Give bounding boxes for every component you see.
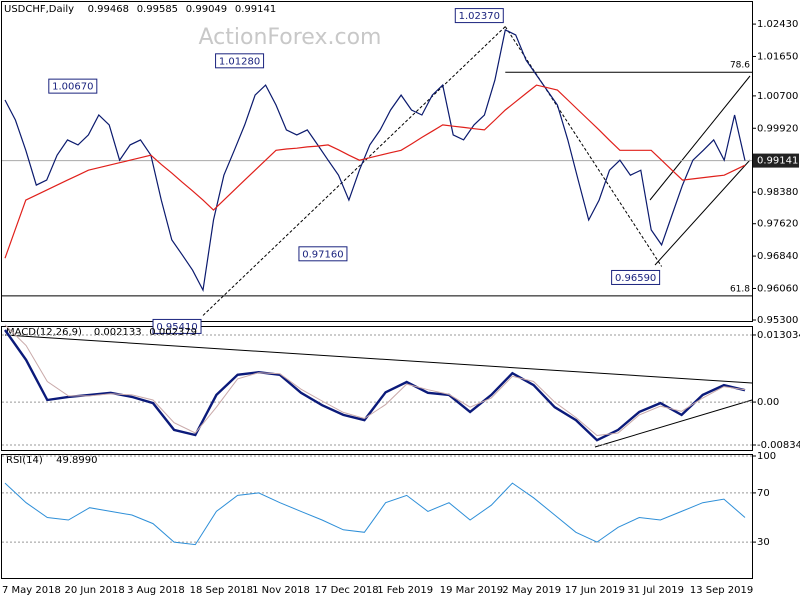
header-value: 0.99141	[235, 4, 276, 15]
x-tick-label: 3 Aug 2018	[127, 585, 185, 596]
annotation-label: 0.95410	[156, 322, 197, 333]
x-tick-label: 19 Mar 2019	[440, 585, 503, 596]
y-tick-label: 0.97620	[757, 219, 798, 230]
x-tick-label: 20 Jun 2018	[65, 585, 125, 596]
y-tick-label: 0.00	[757, 397, 779, 408]
y-tick-label: 0.99920	[757, 123, 798, 134]
annotation-box	[611, 269, 661, 285]
y-tick-label: 0.013034	[757, 330, 800, 341]
x-tick-label: 7 May 2018	[2, 585, 61, 596]
last-price-box	[753, 153, 799, 168]
y-tick-label: 0.96840	[757, 251, 798, 262]
header-value: 0.99049	[186, 4, 227, 15]
panel-title: RSI(14)	[6, 455, 43, 466]
x-tick-label: 13 Sep 2019	[690, 585, 753, 596]
header-value: 0.002133	[94, 327, 142, 338]
rsi-panel	[1, 454, 753, 579]
macd-trendline	[4, 334, 753, 384]
x-tick-label: 18 Sep 2018	[190, 585, 253, 596]
x-tick-label: 17 Jun 2019	[565, 585, 625, 596]
y-tick-label: 0.99141	[757, 156, 798, 167]
y-tick-label: 70	[757, 488, 770, 499]
x-tick-label: 1 Feb 2019	[377, 585, 433, 596]
annotation-box	[298, 246, 348, 262]
annotation-box	[454, 8, 504, 24]
header-value: 0.99585	[137, 4, 178, 15]
annotation-label: 1.01280	[219, 56, 260, 67]
annotation-label: 1.02370	[459, 11, 500, 22]
channel-upper	[649, 75, 751, 201]
macd-panel	[1, 326, 753, 451]
panel-title: MACD(12,26,9)	[6, 327, 82, 338]
y-tick-label: 0.96060	[757, 283, 798, 294]
watermark: ActionForex.com	[199, 25, 382, 50]
y-tick-label: 0.95300	[757, 315, 798, 326]
header-value: 0.002379	[149, 327, 197, 338]
fib-label: 78.6	[730, 61, 750, 71]
series-line	[4, 29, 746, 293]
series-line	[4, 84, 746, 259]
x-tick-label: 17 Dec 2018	[315, 585, 379, 596]
x-tick-label: 31 Jul 2019	[627, 585, 684, 596]
channel-lower	[654, 159, 751, 266]
y-tick-label: 0.98380	[757, 187, 798, 198]
x-tick-label: 1 Nov 2018	[252, 585, 310, 596]
y-tick-label: 1.01650	[757, 51, 798, 62]
panel-title: USDCHF,Daily	[4, 4, 74, 15]
annotation-box	[152, 318, 202, 334]
y-tick-label: 30	[757, 537, 770, 548]
series-line	[4, 482, 746, 546]
swing-line	[504, 26, 663, 267]
y-tick-label: 100	[757, 451, 776, 462]
series-line	[4, 329, 746, 442]
series-line	[4, 324, 746, 437]
y-tick-label: -0.00834	[757, 440, 800, 451]
annotation-box	[48, 78, 98, 94]
annotation-box	[215, 53, 265, 69]
price-panel	[1, 1, 753, 322]
fib-label: 61.8	[730, 284, 750, 294]
annotation-label: 0.96590	[615, 273, 656, 284]
x-tick-label: 2 May 2019	[502, 585, 561, 596]
macd-trendline	[594, 399, 753, 448]
y-tick-label: 1.02430	[757, 19, 798, 30]
header-value: 0.99468	[88, 4, 129, 15]
header-value: 49.8990	[56, 455, 97, 466]
y-tick-label: 1.00700	[757, 91, 798, 102]
annotation-label: 1.00670	[52, 82, 93, 93]
annotation-label: 0.97160	[302, 249, 343, 260]
